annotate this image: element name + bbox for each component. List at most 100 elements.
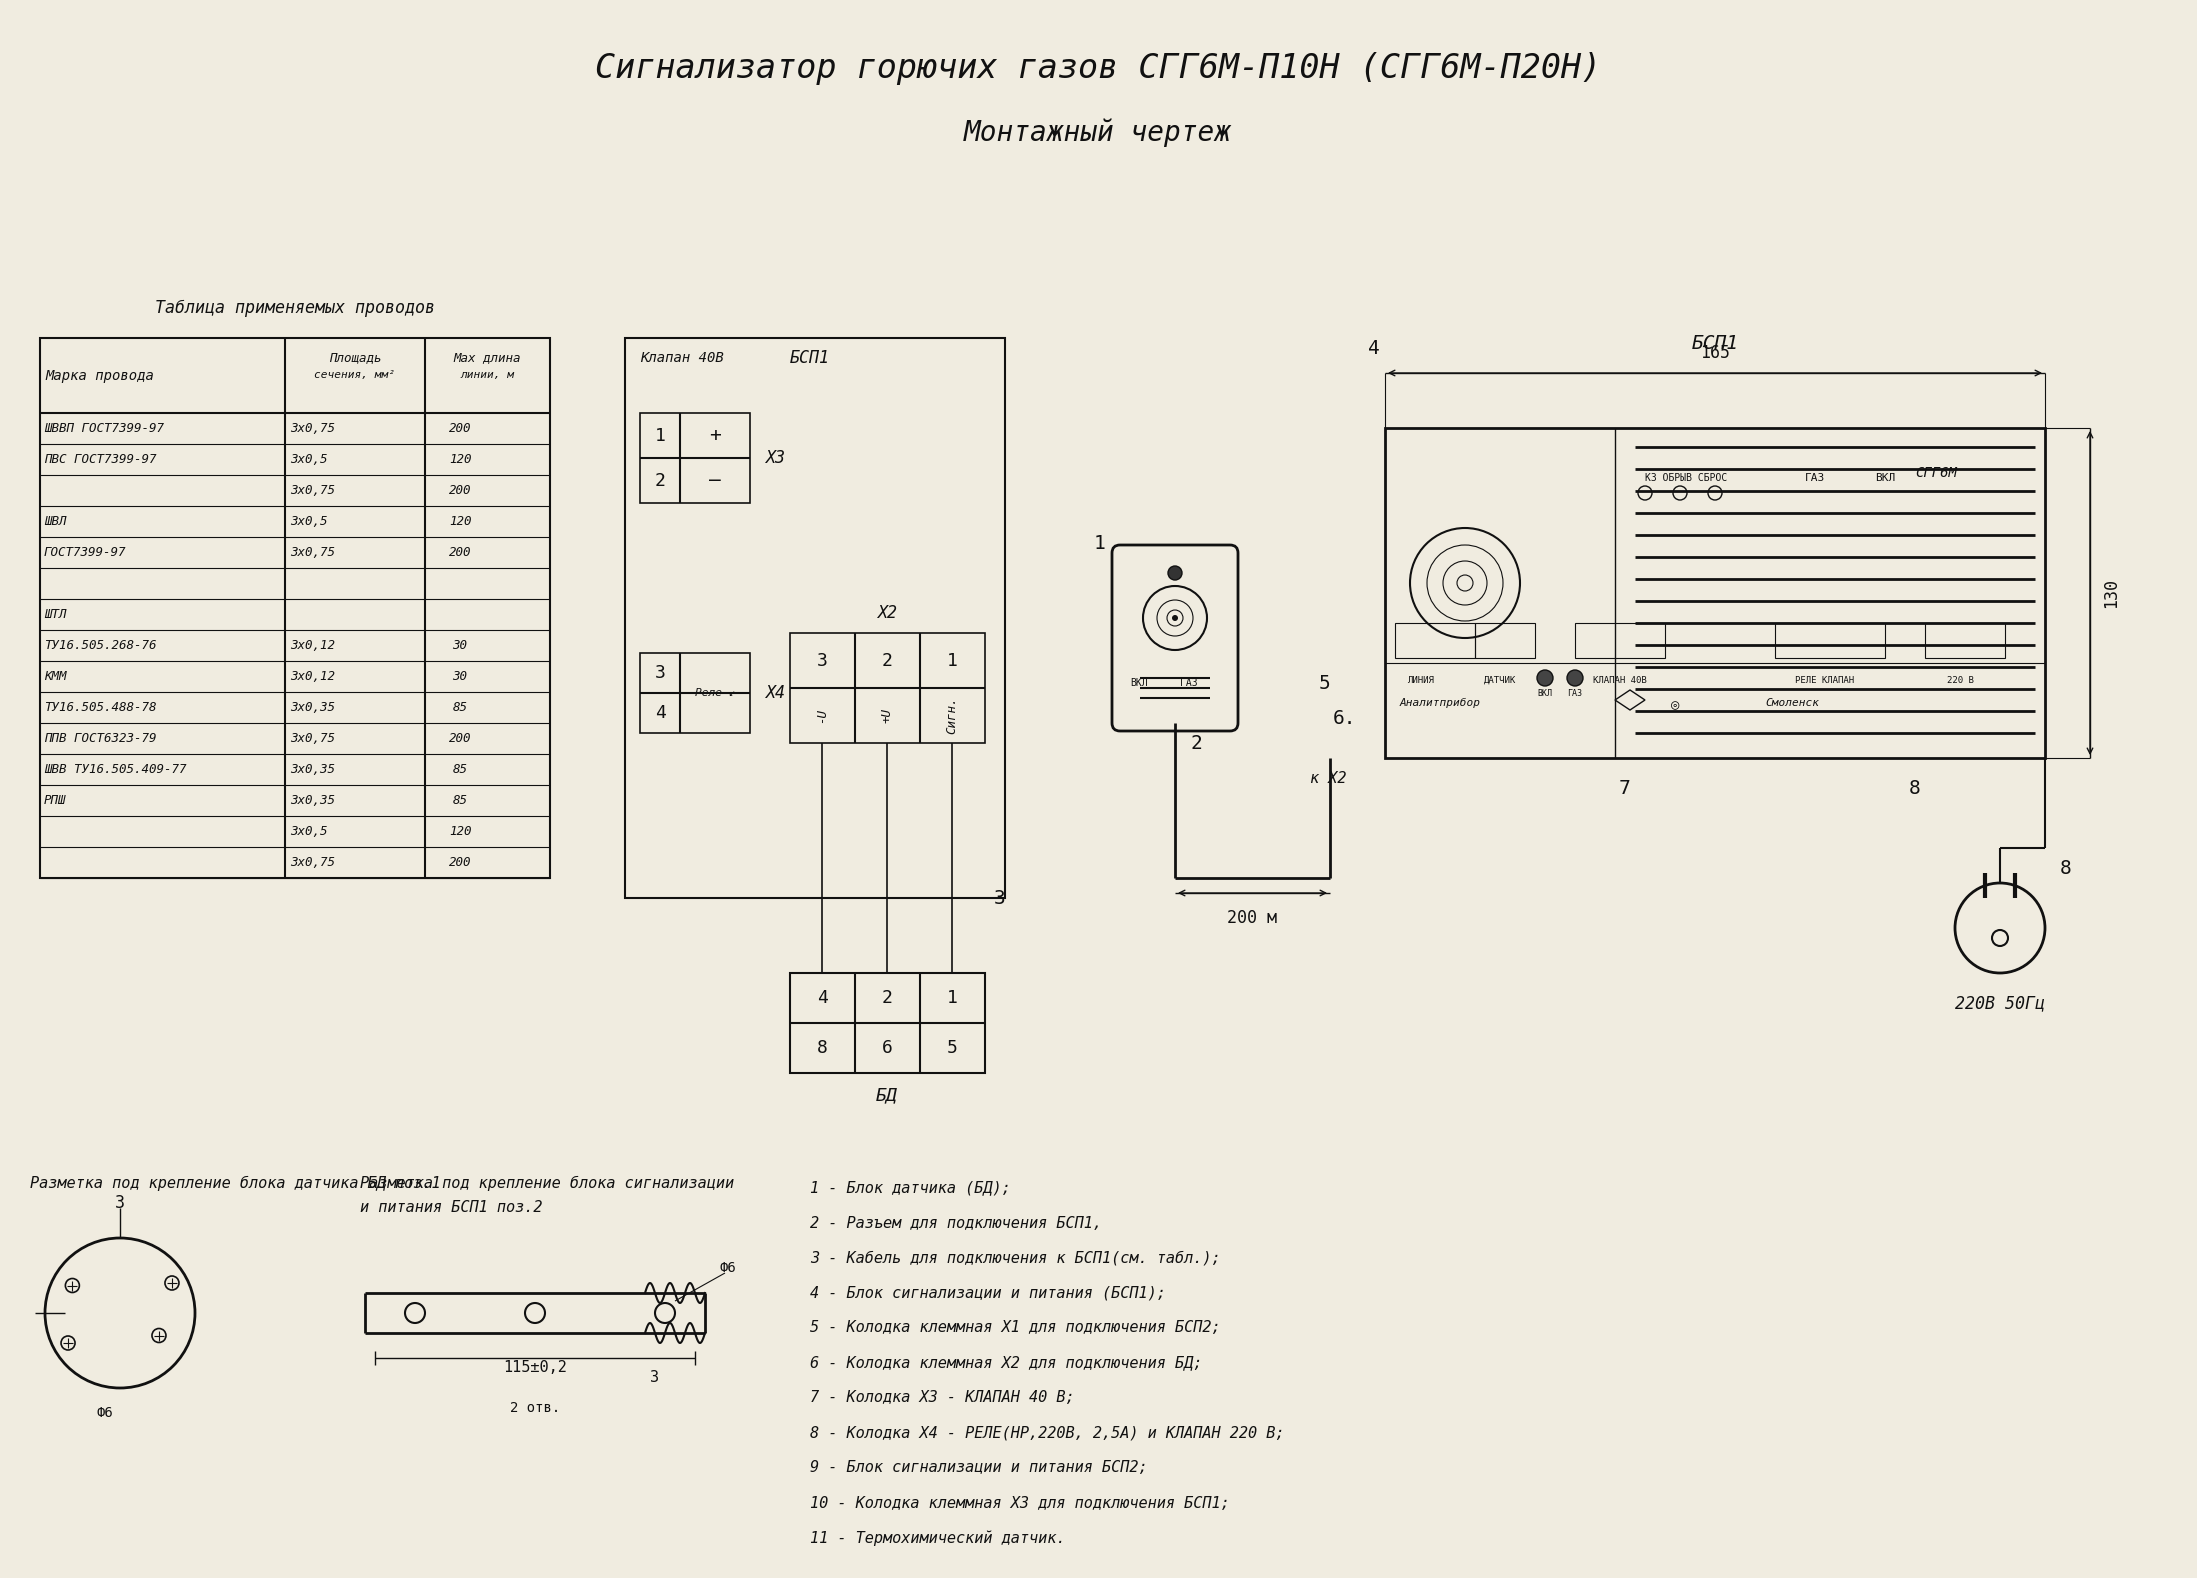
Text: 3х0,75: 3х0,75: [290, 421, 334, 436]
Text: РПШ: РПШ: [44, 794, 66, 806]
Text: 10 - Колодка клеммная Х3 для подключения БСП1;: 10 - Колодка клеммная Х3 для подключения…: [811, 1496, 1230, 1510]
Circle shape: [1566, 671, 1584, 686]
Text: 5: 5: [1318, 674, 1331, 693]
Text: 115±0,2: 115±0,2: [503, 1360, 567, 1376]
Text: Аналитприбор: Аналитприбор: [1399, 697, 1481, 709]
Text: КЛАПАН 40В: КЛАПАН 40В: [1593, 675, 1648, 685]
Text: 11 - Термохимический датчик.: 11 - Термохимический датчик.: [811, 1531, 1066, 1546]
Bar: [1775, 623, 1885, 658]
Text: ППВ ГОСТ6323-79: ППВ ГОСТ6323-79: [44, 732, 156, 745]
Text: 3х0,12: 3х0,12: [290, 671, 334, 683]
Bar: [1474, 623, 1536, 658]
Text: СГГ6М: СГГ6М: [1916, 466, 1958, 480]
Text: 220 В: 220 В: [1947, 675, 1973, 685]
Text: 200: 200: [448, 546, 470, 559]
Text: 3х0,35: 3х0,35: [290, 701, 334, 713]
Bar: [1395, 623, 1474, 658]
Bar: [1384, 428, 2045, 757]
Text: 3х0,75: 3х0,75: [290, 732, 334, 745]
Text: ГОСТ7399-97: ГОСТ7399-97: [44, 546, 127, 559]
Text: 9 - Блок сигнализации и питания БСП2;: 9 - Блок сигнализации и питания БСП2;: [811, 1461, 1147, 1475]
Text: БСП1: БСП1: [791, 349, 830, 368]
Text: 200 м: 200 м: [1226, 909, 1276, 926]
Text: 3х0,5: 3х0,5: [290, 453, 327, 466]
Bar: [639, 413, 749, 503]
Bar: [40, 338, 549, 877]
Text: 8: 8: [2061, 858, 2072, 877]
Text: Таблица применяемых проводов: Таблица применяемых проводов: [156, 298, 435, 317]
Text: ◎: ◎: [1670, 697, 1679, 712]
Circle shape: [1538, 671, 1553, 686]
Bar: [639, 653, 749, 734]
Text: Реле ↙: Реле ↙: [694, 688, 736, 697]
Text: 200: 200: [448, 484, 470, 497]
Text: ГАЗ: ГАЗ: [1566, 688, 1582, 697]
Text: Ф6: Ф6: [97, 1406, 114, 1420]
Bar: [791, 974, 984, 1073]
Text: 2 отв.: 2 отв.: [510, 1401, 560, 1415]
Text: 3х0,5: 3х0,5: [290, 514, 327, 529]
Text: КММ: КММ: [44, 671, 66, 683]
Circle shape: [655, 1303, 674, 1322]
Text: 6: 6: [881, 1038, 892, 1057]
Text: БСП1: БСП1: [1692, 333, 1738, 352]
Text: 3: 3: [650, 1371, 659, 1385]
Text: 1: 1: [947, 652, 958, 669]
Text: 3 - Кабель для подключения к БСП1(см. табл.);: 3 - Кабель для подключения к БСП1(см. та…: [811, 1250, 1222, 1266]
Text: 200: 200: [448, 421, 470, 436]
Text: Х4: Х4: [765, 683, 784, 702]
Text: 7 - Колодка Х3 - КЛАПАН 40 В;: 7 - Колодка Х3 - КЛАПАН 40 В;: [811, 1390, 1074, 1406]
Text: ШВВП ГОСТ7399-97: ШВВП ГОСТ7399-97: [44, 421, 165, 436]
Text: 3: 3: [655, 664, 666, 682]
Text: 8: 8: [1909, 778, 1920, 797]
Text: 2: 2: [881, 652, 892, 669]
Text: 220В 50Гц: 220В 50Гц: [1955, 994, 2045, 1011]
Circle shape: [1169, 567, 1182, 581]
Text: 3х0,75: 3х0,75: [290, 546, 334, 559]
Text: 6.: 6.: [1334, 709, 1358, 727]
Text: 30: 30: [453, 671, 468, 683]
Text: 2: 2: [881, 989, 892, 1007]
Text: 3: 3: [817, 652, 828, 669]
Text: ЛИНИЯ: ЛИНИЯ: [1406, 675, 1432, 685]
Text: -U: -U: [815, 709, 828, 723]
Text: Монтажный чертеж: Монтажный чертеж: [964, 118, 1233, 147]
Text: 1 - Блок датчика (БД);: 1 - Блок датчика (БД);: [811, 1180, 1011, 1196]
Text: БД: БД: [877, 1086, 899, 1105]
Text: Разметка под крепление блока датчика БД поз.1: Разметка под крепление блока датчика БД …: [31, 1176, 442, 1190]
Text: Х3: Х3: [765, 450, 784, 467]
Text: 1: 1: [947, 989, 958, 1007]
Text: 165: 165: [1700, 344, 1729, 361]
Text: Марка провода: Марка провода: [44, 369, 154, 383]
Text: Ф6: Ф6: [721, 1261, 736, 1275]
Text: Сигн.: Сигн.: [945, 697, 958, 734]
Bar: [1575, 623, 1665, 658]
Text: 8: 8: [817, 1038, 828, 1057]
Text: к Х2: к Х2: [1309, 770, 1347, 786]
Text: 200: 200: [448, 732, 470, 745]
Text: +U: +U: [881, 709, 894, 723]
Text: 4 - Блок сигнализации и питания (БСП1);: 4 - Блок сигнализации и питания (БСП1);: [811, 1286, 1167, 1300]
Text: ШВВ ТУ16.505.409-77: ШВВ ТУ16.505.409-77: [44, 764, 187, 776]
Text: 30: 30: [453, 639, 468, 652]
Text: –: –: [710, 470, 721, 491]
Text: Клапан 40В: Клапан 40В: [639, 350, 723, 365]
Text: ДАТЧИК: ДАТЧИК: [1483, 675, 1516, 685]
Text: ВКЛ: ВКЛ: [1874, 473, 1896, 483]
Text: 2: 2: [1191, 734, 1202, 753]
Text: 1: 1: [1094, 533, 1105, 552]
Text: Смоленск: Смоленск: [1764, 697, 1819, 709]
Text: Разметка под крепление блока сигнализации: Разметка под крепление блока сигнализаци…: [360, 1176, 734, 1190]
Bar: [791, 633, 984, 743]
Text: ГАЗ: ГАЗ: [1806, 473, 1826, 483]
Text: сечения, мм²: сечения, мм²: [314, 369, 395, 380]
Bar: [1925, 623, 2006, 658]
Text: 3: 3: [993, 888, 1006, 907]
Text: ТУ16.505.488-78: ТУ16.505.488-78: [44, 701, 156, 713]
Text: Х2: Х2: [877, 604, 896, 622]
Circle shape: [1171, 615, 1178, 622]
Text: и питания БСП1 поз.2: и питания БСП1 поз.2: [360, 1201, 543, 1215]
Text: 85: 85: [453, 764, 468, 776]
Text: 7: 7: [1619, 778, 1630, 797]
Text: 2: 2: [655, 472, 666, 489]
